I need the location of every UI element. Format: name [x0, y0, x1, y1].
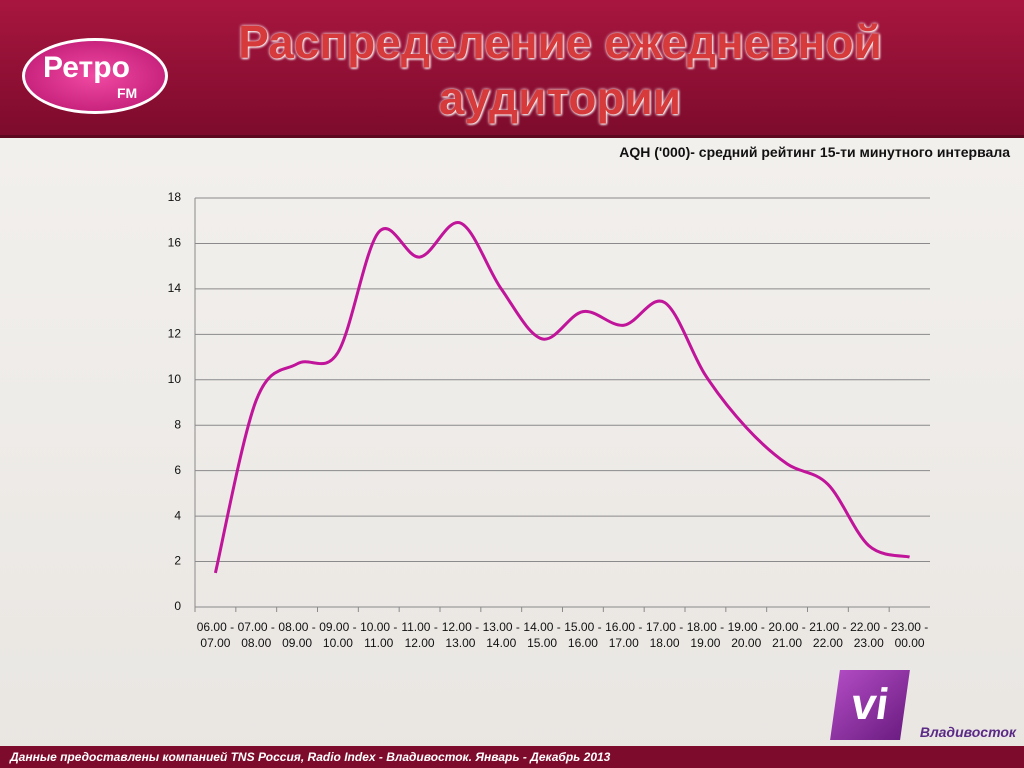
y-tick-label: 0	[174, 599, 181, 613]
y-tick-label: 2	[174, 554, 181, 568]
x-tick-label: 09.00 - 10.00	[319, 620, 357, 650]
x-tick-label: 08.00 - 09.00	[278, 620, 316, 650]
logo-sub: FM	[117, 85, 138, 101]
footer: Данные предоставлены компанией TNS Росси…	[0, 746, 1024, 768]
city: Владивосток	[919, 724, 1016, 740]
y-tick-label: 4	[174, 508, 181, 522]
badge-logo: vi	[830, 670, 910, 740]
x-tick-label: 15.00 - 16.00	[564, 620, 602, 650]
logo-text: Ретро	[43, 51, 130, 84]
x-tick-label: 22.00 - 23.00	[850, 620, 888, 650]
x-tick-label: 12.00 - 13.00	[441, 620, 480, 650]
y-tick-label: 12	[168, 327, 182, 341]
x-tick-label: 18.00 - 19.00	[686, 620, 725, 650]
x-tick-label: 10.00 - 11.00	[360, 620, 398, 650]
header: Ретро FM Распределение ежедневной аудито…	[0, 0, 1024, 138]
x-tick-label: 20.00 - 21.00	[768, 620, 806, 650]
y-tick-label: 6	[174, 463, 181, 477]
x-tick-label: 06.00 - 07.00	[196, 620, 235, 650]
x-tick-label: 16.00 - 17.00	[605, 620, 643, 650]
data-line	[213, 221, 910, 574]
logo: Ретро FM	[22, 38, 168, 114]
y-tick-label: 16	[168, 236, 182, 250]
x-tick-label: 13.00 - 14.00	[482, 620, 520, 650]
y-tick-label: 14	[168, 281, 182, 295]
y-tick-label: 18	[168, 190, 182, 204]
x-tick-label: 21.00 - 22.00	[809, 620, 847, 650]
y-tick-label: 10	[168, 372, 182, 386]
x-tick-label: 14.00 - 15.00	[523, 620, 561, 650]
slide-title: Распределение ежедневной аудитории	[238, 16, 882, 124]
chart-title: AQH ('000)- средний рейтинг 15-ти минутн…	[619, 144, 1010, 160]
y-tick-label: 8	[174, 417, 181, 431]
x-tick-label: 23.00 - 00.00	[890, 620, 929, 650]
x-tick-label: 11.00 - 12.00	[401, 620, 438, 650]
x-tick-label: 19.00 - 20.00	[727, 620, 765, 650]
x-tick-label: 07.00 - 08.00	[237, 620, 275, 650]
x-tick-label: 17.00 - 18.00	[645, 620, 684, 650]
